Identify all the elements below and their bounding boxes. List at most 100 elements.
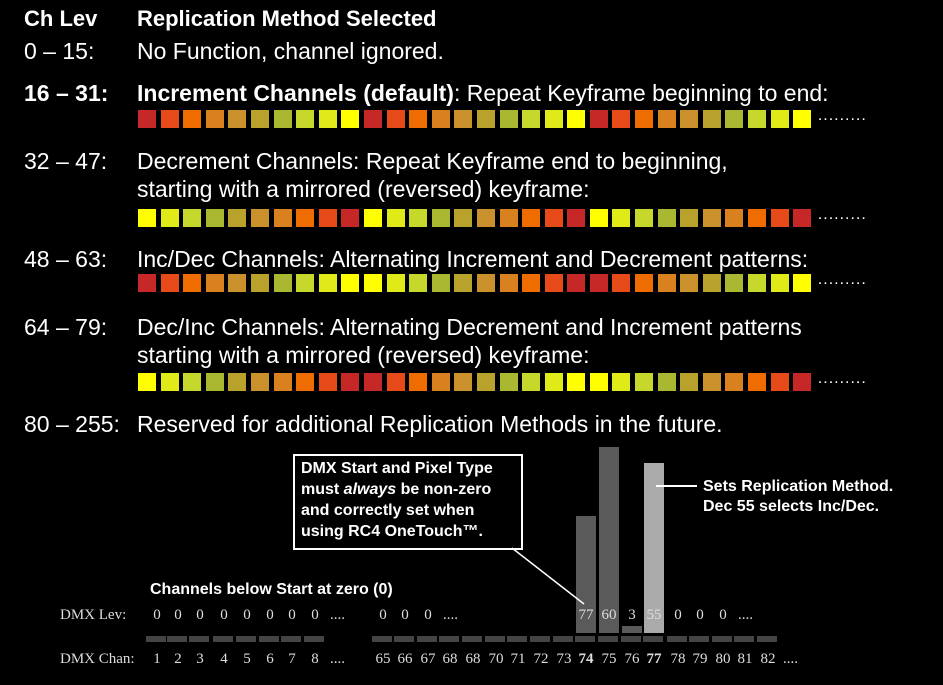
color-swatch: [544, 274, 563, 292]
color-swatch: [522, 274, 541, 292]
color-swatch: [770, 274, 789, 292]
dmx-level-value: 3: [628, 607, 636, 623]
color-swatch: [273, 274, 292, 292]
color-swatch: [499, 209, 518, 227]
color-swatch: [589, 274, 608, 292]
dmx-level-value: 0: [174, 607, 182, 623]
color-swatch: [296, 373, 315, 391]
color-swatch: [386, 209, 405, 227]
color-strip-inc-dec: .........: [138, 271, 867, 293]
color-swatch: [476, 373, 495, 391]
strip-continuation-dots: .........: [817, 370, 867, 387]
color-swatch: [748, 274, 767, 292]
color-swatch: [544, 209, 563, 227]
header-method-column: Replication Method Selected: [137, 6, 437, 31]
color-swatch: [702, 373, 721, 391]
channel-slot: [598, 636, 618, 642]
channel-slot: [281, 636, 301, 642]
color-swatch: [748, 110, 767, 128]
color-swatch: [702, 209, 721, 227]
color-swatch: [138, 209, 156, 227]
channel-slot: [643, 636, 663, 642]
color-swatch: [476, 274, 495, 292]
color-swatch: [205, 110, 224, 128]
color-swatch: [160, 110, 179, 128]
dmx-channel-number: 78: [670, 651, 686, 667]
row-description-line1: Dec/Inc Channels: Alternating Decrement …: [137, 314, 802, 340]
channel-slot: [394, 636, 414, 642]
color-swatch: [160, 274, 179, 292]
dmx-channel-number: 75: [601, 651, 617, 667]
color-swatch: [386, 373, 405, 391]
color-swatch: [567, 274, 586, 292]
color-swatch: [205, 274, 224, 292]
color-swatch: [454, 209, 473, 227]
dmx-channel-number: 65: [375, 651, 391, 667]
color-swatch: [793, 274, 812, 292]
color-swatch: [138, 110, 156, 128]
dmx-level-value: 0: [311, 607, 319, 623]
color-swatch: [522, 373, 541, 391]
channel-slot: [304, 636, 324, 642]
color-swatch: [228, 209, 247, 227]
replication-note: Sets Replication Method. Dec 55 selects …: [703, 478, 894, 515]
channel-slot: [259, 636, 279, 642]
color-swatch: [183, 373, 202, 391]
color-swatch: [680, 209, 699, 227]
color-swatch: [522, 209, 541, 227]
color-swatch: [318, 373, 337, 391]
color-swatch: [567, 110, 586, 128]
dmx-level-value: 0: [153, 607, 161, 623]
dmx-level-value: 0: [696, 607, 704, 623]
color-swatch: [454, 274, 473, 292]
color-swatch: [454, 110, 473, 128]
color-swatch: [160, 373, 179, 391]
color-swatch: [363, 373, 382, 391]
dmx-chan-label: DMX Chan:: [60, 651, 135, 667]
color-swatch: [431, 209, 450, 227]
channel-slot: [236, 636, 256, 642]
strip-continuation-dots: .........: [817, 107, 867, 124]
channel-slot: [189, 636, 209, 642]
color-swatch: [363, 274, 382, 292]
strip-continuation-dots: .........: [817, 206, 867, 223]
color-swatch: [635, 373, 654, 391]
channel-slot: [439, 636, 459, 642]
color-swatch: [431, 373, 450, 391]
dmx-lev-label: DMX Lev:: [60, 607, 127, 623]
color-swatch: [318, 209, 337, 227]
color-swatch: [725, 110, 744, 128]
color-swatch: [770, 110, 789, 128]
channel-slot: [167, 636, 187, 642]
row-level: 32 – 47:: [24, 148, 108, 174]
color-swatch: [499, 110, 518, 128]
channel-slot: [734, 636, 754, 642]
row-level: 16 – 31:: [24, 80, 109, 106]
color-swatch: [296, 110, 315, 128]
color-swatch: [454, 373, 473, 391]
color-swatch: [499, 373, 518, 391]
callout-line: and correctly set when: [301, 502, 475, 519]
channel-slot: [621, 636, 641, 642]
dmx-channel-number: 66: [397, 651, 413, 667]
color-swatch: [183, 274, 202, 292]
channel-slot: [553, 636, 573, 642]
dmx-ellipsis: ....: [330, 607, 345, 623]
dmx-channel-number: 67: [420, 651, 436, 667]
color-swatch: [770, 209, 789, 227]
strip-continuation-dots: .........: [817, 271, 867, 288]
dmx-ellipsis: ....: [443, 607, 458, 623]
color-swatch: [318, 274, 337, 292]
header-level-column: Ch Lev: [24, 6, 98, 31]
color-swatch: [386, 274, 405, 292]
dmx-channel-number: 79: [692, 651, 708, 667]
color-swatch: [680, 110, 699, 128]
color-swatch: [205, 373, 224, 391]
dmx-level-value: 0: [401, 607, 409, 623]
row-description-line1: Decrement Channels: Repeat Keyframe end …: [137, 148, 728, 174]
dmx-channel-number: 7: [288, 651, 296, 667]
color-swatch: [341, 274, 360, 292]
dmx-level-value: 0: [243, 607, 251, 623]
color-swatch: [635, 209, 654, 227]
